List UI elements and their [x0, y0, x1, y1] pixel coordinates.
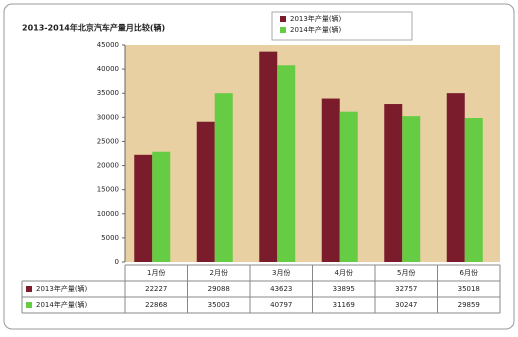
y-tick-label: 30000 — [97, 113, 119, 121]
bar — [339, 111, 358, 262]
y-tick-label: 10000 — [97, 210, 119, 218]
table-row-label: 2013年产量(辆) — [36, 284, 88, 293]
y-tick-label: 0 — [115, 258, 119, 266]
y-tick-label: 40000 — [97, 65, 119, 73]
bar — [384, 104, 403, 262]
y-tick-label: 20000 — [97, 162, 119, 170]
x-tick-label: 3月份 — [272, 268, 290, 277]
chart-title: 2013-2014年北京汽车产量月比较(辆) — [22, 23, 165, 33]
legend — [271, 11, 413, 41]
table-cell: 40797 — [270, 301, 292, 309]
bar — [446, 93, 465, 262]
bar — [196, 121, 215, 262]
table-cell: 35018 — [458, 285, 480, 293]
table-cell: 30247 — [395, 301, 417, 309]
table-cell: 22868 — [145, 301, 167, 309]
bar — [277, 65, 296, 263]
legend-label: 2013年产量(辆) — [290, 14, 342, 23]
table-legend-key — [26, 302, 32, 308]
bar — [134, 154, 153, 262]
legend-key — [280, 27, 286, 33]
table-cell: 29859 — [458, 301, 480, 309]
table-cell: 43623 — [270, 285, 292, 293]
x-tick-label: 1月份 — [147, 268, 165, 277]
bar — [214, 93, 233, 262]
plot-area — [125, 45, 500, 262]
bar — [259, 51, 278, 263]
bar — [321, 98, 340, 262]
table-cell: 29088 — [208, 285, 230, 293]
y-tick-label: 45000 — [97, 41, 119, 49]
table-cell: 33895 — [333, 285, 355, 293]
table-cell: 35003 — [208, 301, 230, 309]
bar — [152, 151, 171, 262]
y-tick-label: 35000 — [97, 89, 119, 97]
x-tick-label: 2月份 — [210, 268, 228, 277]
table-cell: 31169 — [333, 301, 355, 309]
y-tick-label: 15000 — [97, 186, 119, 194]
legend-key — [280, 16, 286, 22]
table-row-label: 2014年产量(辆) — [36, 300, 88, 309]
table-cell: 22227 — [145, 285, 167, 293]
table-cell: 32757 — [395, 285, 417, 293]
x-tick-label: 6月份 — [460, 268, 478, 277]
x-tick-label: 5月份 — [397, 268, 415, 277]
bar — [402, 116, 421, 262]
legend-label: 2014年产量(辆) — [290, 25, 342, 34]
y-tick-label: 25000 — [97, 137, 119, 145]
x-tick-label: 4月份 — [335, 268, 353, 277]
y-tick-label: 5000 — [101, 234, 119, 242]
table-legend-key — [26, 286, 32, 292]
bar — [464, 118, 483, 262]
